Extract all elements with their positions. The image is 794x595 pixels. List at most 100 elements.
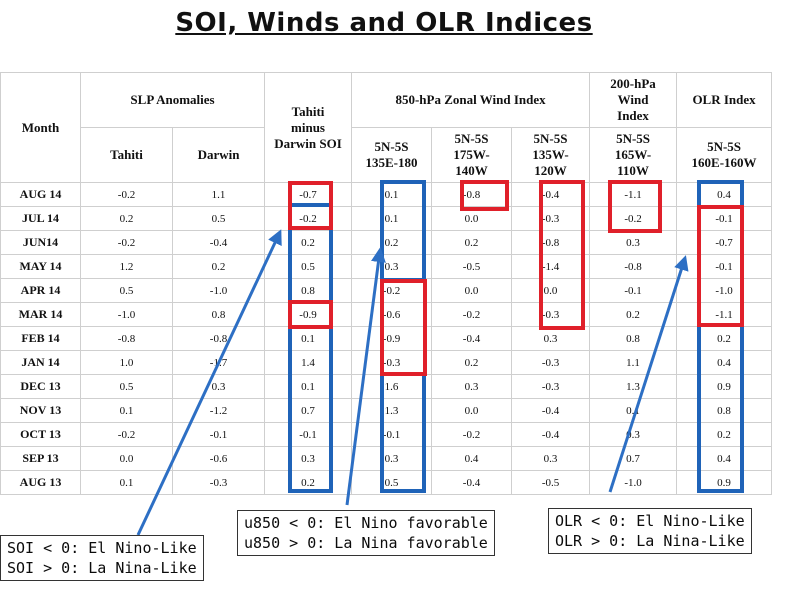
cell-olr: 0.4 (676, 350, 773, 375)
cell-zonal-3: -0.5 (511, 470, 591, 495)
olr-note: OLR < 0: El Nino-Like OLR > 0: La Nina-L… (548, 508, 752, 554)
cell-zonal-1: 0.3 (351, 446, 433, 471)
cell-darwin: 0.5 (171, 206, 266, 231)
cell-olr: -1.1 (676, 302, 773, 327)
table-row: OCT 13 -0.2 -0.1 -0.1 -0.1 -0.2 -0.4 0.3 0.2 (0, 422, 773, 447)
header-tahiti: Tahiti (80, 127, 173, 183)
header-200-wind-sub-line1: 5N-5S (616, 131, 651, 146)
header-slp-anomalies: SLP Anomalies (79, 72, 266, 128)
cell-darwin: 0.3 (171, 374, 266, 399)
header-zonal-1-line1: 5N-5S (374, 139, 409, 154)
table-row: APR 14 0.5 -1.0 0.8 -0.2 0.0 0.0 -0.1 -1.0 (0, 278, 773, 303)
cell-zonal-2: 0.2 (431, 350, 513, 375)
header-soi-line1: Tahiti (291, 103, 325, 119)
cell-month: JUL 14 (0, 206, 81, 231)
cell-zonal-2: -0.5 (431, 254, 513, 279)
olr-note-line2: OLR > 0: La Nina-Like (555, 532, 745, 550)
cell-zonal-2: 0.3 (431, 374, 513, 399)
cell-zonal-2: -0.2 (431, 302, 513, 327)
table-row: FEB 14 -0.8 -0.8 0.1 -0.9 -0.4 0.3 0.8 0.2 (0, 326, 773, 351)
olr-arrow (608, 255, 689, 493)
header-olr-sub-line1: 5N-5S (707, 139, 742, 154)
cell-darwin: 0.2 (171, 254, 266, 279)
header-olr-sub-line2: 160E-160W (691, 155, 757, 170)
cell-tahiti: 1.0 (80, 350, 173, 375)
header-zonal-1-line2: 135E-180 (365, 155, 418, 170)
cell-darwin: -0.6 (171, 446, 266, 471)
cell-darwin: -0.8 (171, 326, 266, 351)
cell-olr: -0.1 (676, 206, 773, 231)
soi-highlight-box-blue (288, 203, 333, 493)
zonal2-highlight-box-red (460, 180, 509, 211)
cell-tahiti: -0.2 (80, 182, 173, 207)
cell-soi: 0.1 (264, 326, 353, 351)
header-olr: OLR Index (676, 72, 773, 128)
header-soi: Tahiti minus Darwin SOI (264, 72, 353, 183)
soi-note-line1: SOI < 0: El Nino-Like (7, 539, 197, 557)
cell-tahiti: 0.5 (80, 278, 173, 303)
cell-zonal-3: -0.4 (511, 398, 591, 423)
soi-note: SOI < 0: El Nino-Like SOI > 0: La Nina-L… (0, 535, 204, 581)
cell-zonal-1: -0.6 (351, 302, 433, 327)
cell-tahiti: -0.2 (80, 422, 173, 447)
indices-table: Month SLP Anomalies Tahiti minus Darwin … (0, 72, 773, 495)
header-zonal-3-line2: 135W- (532, 147, 569, 162)
cell-zonal-3: 0.0 (511, 278, 591, 303)
u850-arrow (345, 247, 386, 506)
page-title: SOI, Winds and OLR Indices (175, 8, 593, 38)
cell-tahiti: 0.0 (80, 446, 173, 471)
header-200-wind-sub-line2: 165W- (614, 147, 652, 162)
cell-month: JAN 14 (0, 350, 81, 375)
cell-tahiti: 0.5 (80, 374, 173, 399)
table-row: MAY 14 1.2 0.2 0.5 0.3 -0.5 -1.4 -0.8 -0.1 (0, 254, 773, 279)
zonal1-highlight-box-blue-bottom (380, 372, 426, 493)
header-month: Month (0, 72, 81, 183)
cell-month: AUG 13 (0, 470, 81, 495)
cell-olr: 0.4 (676, 182, 773, 207)
cell-tahiti: -0.2 (80, 230, 173, 255)
cell-olr: 0.9 (676, 374, 773, 399)
table-row: DEC 13 0.5 0.3 0.1 1.6 0.3 -0.3 1.3 0.9 (0, 374, 773, 399)
cell-zonal-3: -0.3 (511, 206, 591, 231)
header-200-wind-sub-line3: 110W (617, 163, 649, 178)
cell-month: SEP 13 (0, 446, 81, 471)
header-zonal-2-line2: 175W- (453, 147, 490, 162)
cell-zonal-3: -0.3 (511, 302, 591, 327)
cell-zonal-3: -0.3 (511, 350, 591, 375)
soi-arrow (136, 229, 282, 536)
header-200-wind-line3: Index (617, 108, 649, 123)
header-zonal-3: 5N-5S 135W- 120W (511, 127, 591, 183)
cell-month: AUG 14 (0, 182, 81, 207)
zonal3-highlight-box-red (539, 180, 585, 330)
header-200-wind: 200-hPa Wind Index (589, 72, 678, 128)
cell-tahiti: 0.1 (80, 470, 173, 495)
cell-zonal-2: -0.2 (431, 422, 513, 447)
cell-zonal-2: -0.4 (431, 470, 513, 495)
cell-tahiti: -0.8 (80, 326, 173, 351)
cell-olr: 0.2 (676, 422, 773, 447)
olr-highlight-box-red (697, 205, 744, 327)
cell-olr: -0.7 (676, 230, 773, 255)
header-zonal-2-line1: 5N-5S (454, 131, 489, 146)
cell-zonal-3: -1.4 (511, 254, 591, 279)
cell-w200: -1.0 (589, 470, 678, 495)
table-row: NOV 13 0.1 -1.2 0.7 1.3 0.0 -0.4 0.1 0.8 (0, 398, 773, 423)
header-zonal-3-line3: 120W (534, 163, 567, 178)
u850-note: u850 < 0: El Nino favorable u850 > 0: La… (237, 510, 495, 556)
header-zonal-2-line3: 140W (455, 163, 488, 178)
header-200-wind-line2: Wind (617, 92, 649, 107)
u850-note-line2: u850 > 0: La Nina favorable (244, 534, 488, 552)
cell-zonal-1: -0.9 (351, 326, 433, 351)
cell-tahiti: -1.0 (80, 302, 173, 327)
olr-note-line1: OLR < 0: El Nino-Like (555, 512, 745, 530)
cell-zonal-2: 0.0 (431, 278, 513, 303)
header-zonal-3-line1: 5N-5S (533, 131, 568, 146)
header-200-wind-line1: 200-hPa (610, 76, 656, 91)
cell-month: JUN14 (0, 230, 81, 255)
cell-darwin: 1.1 (171, 182, 266, 207)
cell-olr: -1.0 (676, 278, 773, 303)
cell-soi: 0.1 (264, 374, 353, 399)
olr-highlight-box-blue-bottom (697, 323, 744, 493)
header-soi-line2: minus (291, 119, 325, 135)
